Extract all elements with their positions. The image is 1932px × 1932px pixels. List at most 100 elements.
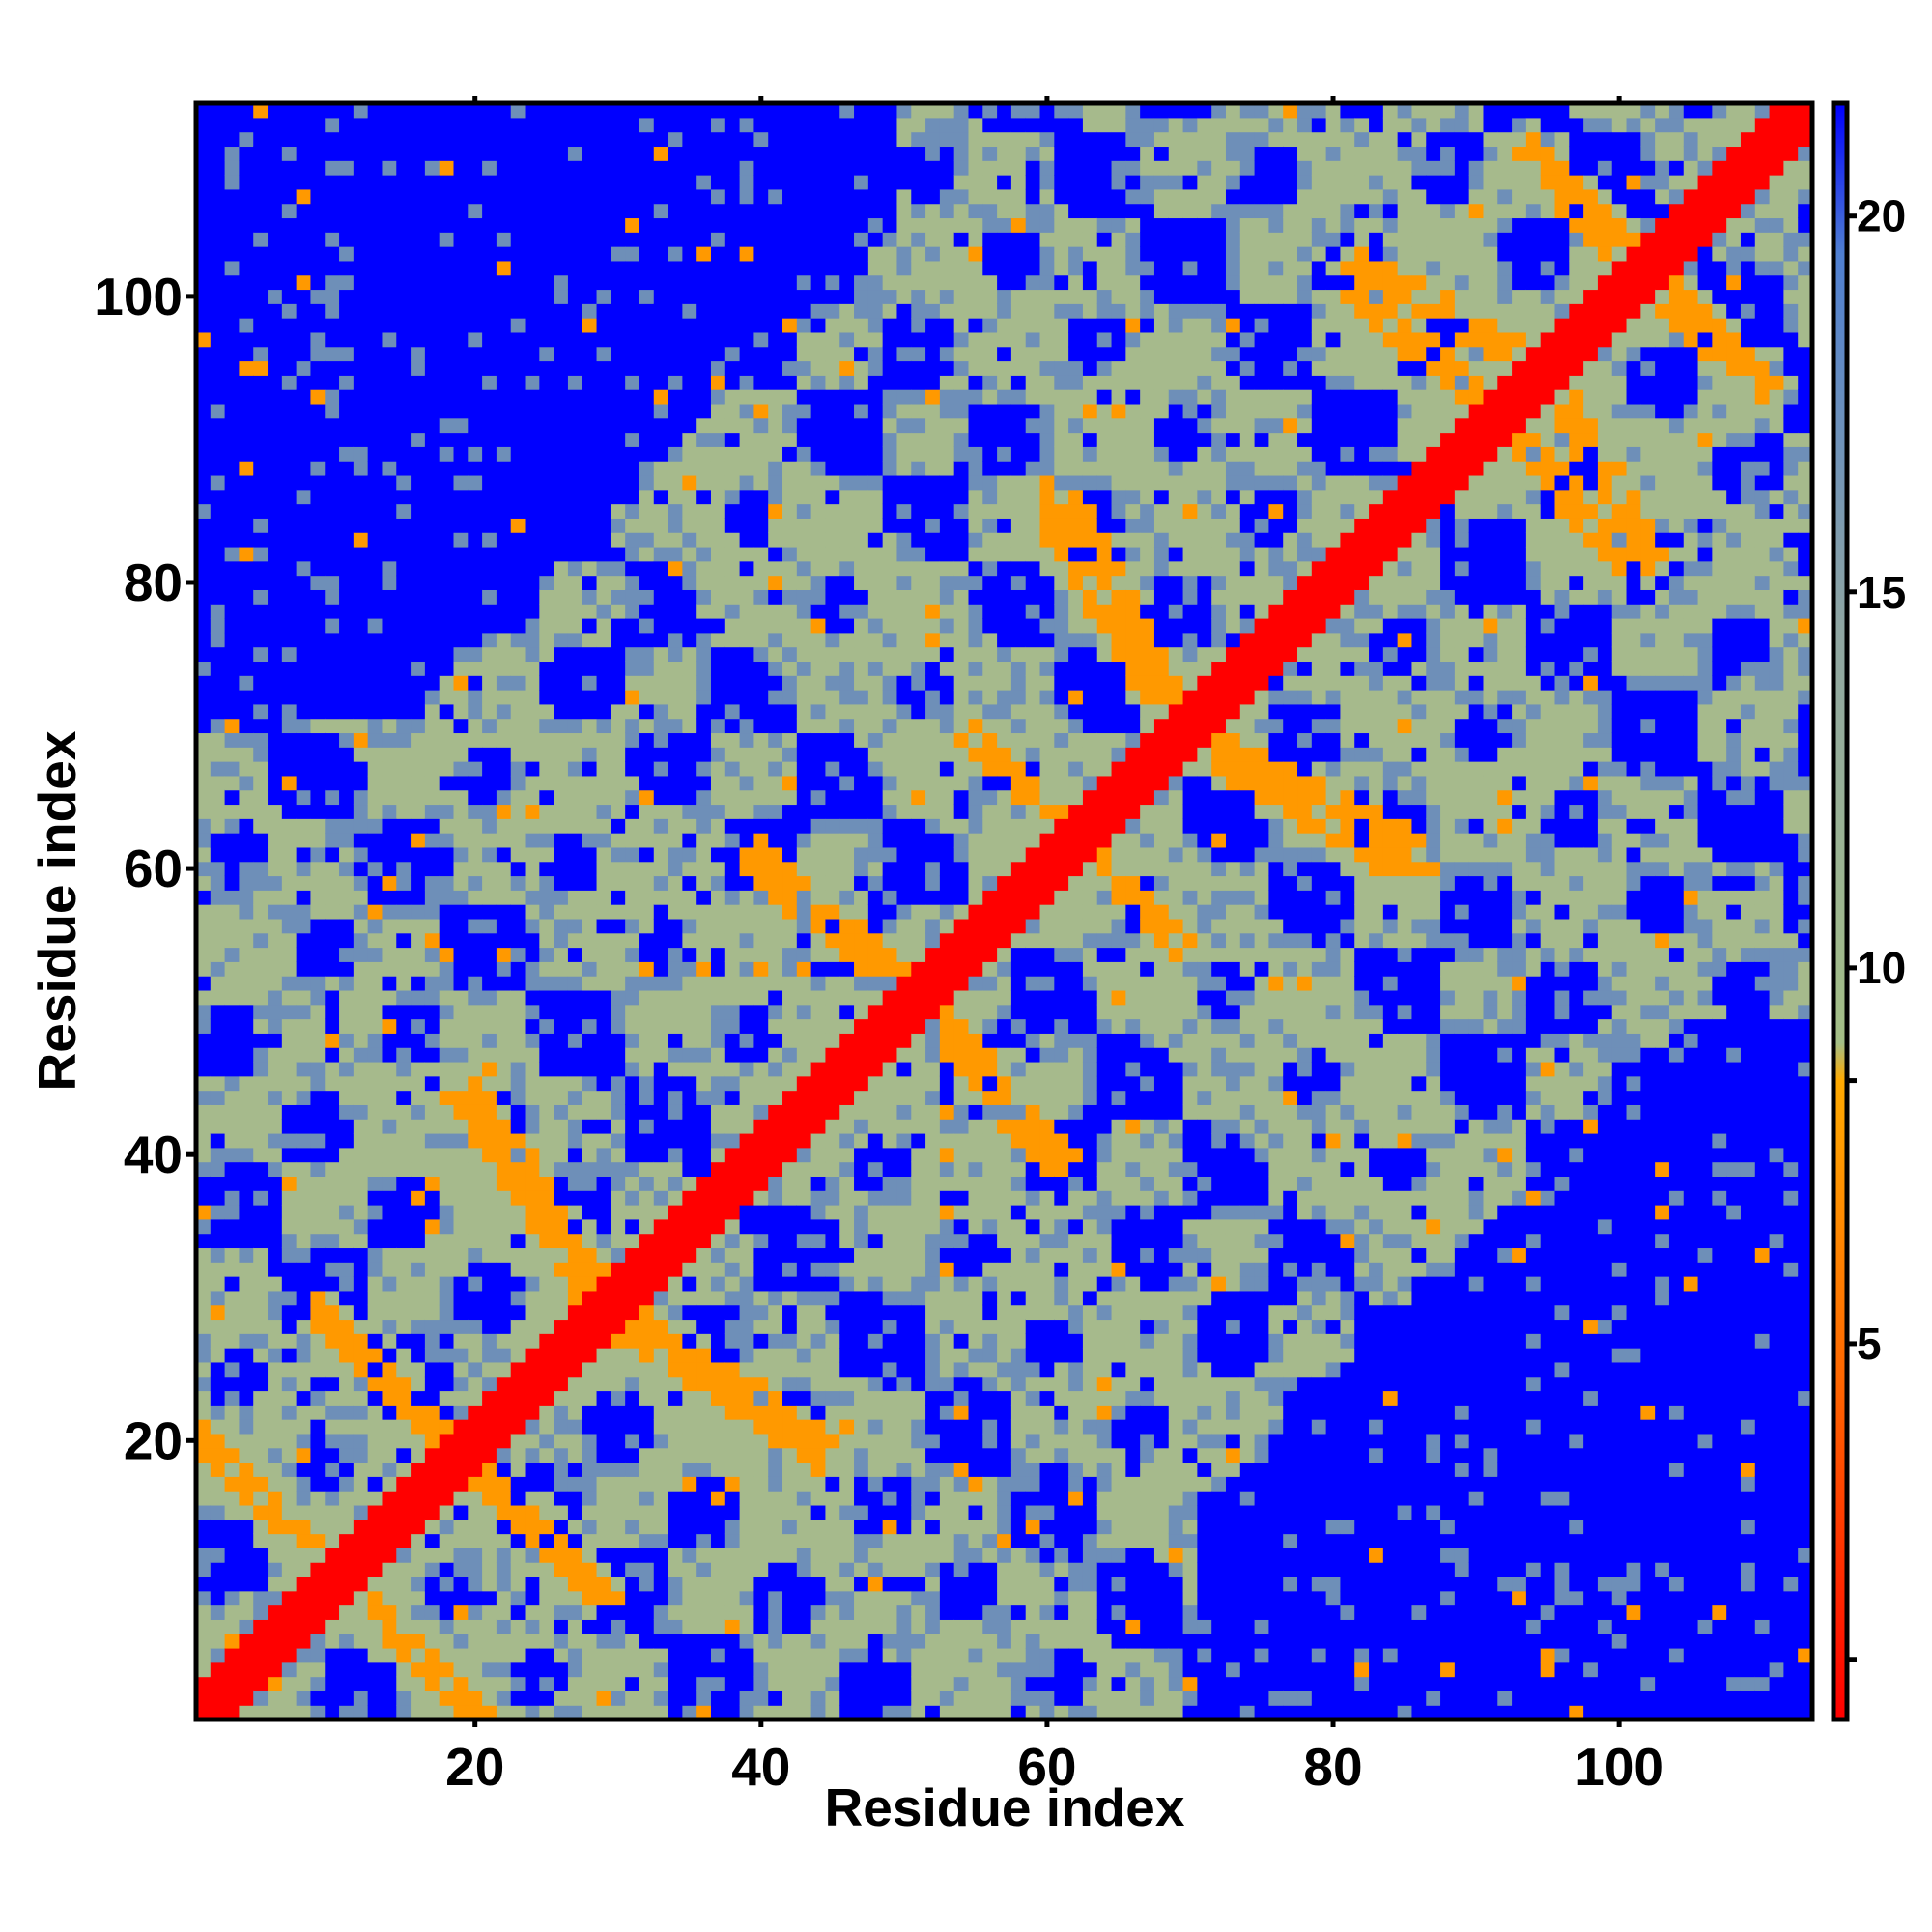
heatmap-cell: [339, 1519, 355, 1535]
heatmap-cell: [582, 747, 598, 762]
heatmap-cell: [796, 732, 812, 748]
heatmap-cell: [582, 1061, 598, 1077]
heatmap-cell: [496, 732, 512, 748]
heatmap-cell: [724, 1290, 741, 1306]
heatmap-cell: [668, 1319, 683, 1334]
heatmap-cell: [239, 589, 254, 605]
heatmap-cell: [196, 503, 212, 519]
heatmap-cell: [567, 976, 583, 991]
heatmap-cell: [525, 718, 540, 734]
heatmap-cell: [268, 818, 283, 834]
heatmap-cell: [482, 389, 497, 405]
heatmap-cell: [611, 1676, 626, 1691]
heatmap-cell: [582, 346, 598, 362]
heatmap-cell: [424, 274, 440, 291]
heatmap-cell: [653, 617, 669, 634]
heatmap-cell: [281, 560, 298, 577]
heatmap-cell: [696, 1348, 712, 1363]
heatmap-cell: [724, 989, 741, 1006]
heatmap-cell: [196, 1319, 212, 1334]
heatmap-cell: [796, 1390, 812, 1406]
heatmap-cell: [224, 703, 241, 720]
heatmap-cell: [210, 461, 226, 476]
heatmap-cell: [281, 1662, 298, 1678]
heatmap-cell: [353, 318, 369, 333]
heatmap-cell: [539, 775, 554, 791]
heatmap-cell: [739, 1476, 755, 1492]
heatmap-cell: [325, 331, 340, 348]
heatmap-cell: [525, 1033, 540, 1048]
heatmap-cell: [539, 961, 554, 977]
heatmap-cell: [510, 1419, 526, 1435]
heatmap-cell: [281, 274, 298, 291]
heatmap-cell: [310, 890, 326, 905]
heatmap-cell: [296, 833, 312, 848]
heatmap-cell: [582, 761, 598, 777]
heatmap-cell: [710, 1590, 726, 1606]
heatmap-cell: [724, 274, 741, 291]
heatmap-cell: [539, 274, 554, 291]
heatmap-cell: [782, 989, 798, 1006]
heatmap-cell: [253, 274, 269, 291]
heatmap-cell: [239, 861, 254, 877]
heatmap-cell: [239, 1161, 254, 1177]
heatmap-cell: [453, 403, 469, 419]
heatmap-cell: [296, 217, 312, 233]
heatmap-cell: [325, 1218, 340, 1235]
heatmap-cell: [567, 861, 583, 877]
heatmap-cell: [424, 1304, 440, 1321]
heatmap-cell: [782, 1033, 798, 1048]
heatmap-cell: [682, 1304, 697, 1321]
heatmap-cell: [554, 918, 569, 934]
heatmap-cell: [525, 804, 540, 819]
heatmap-cell: [810, 1047, 827, 1063]
heatmap-cell: [196, 1376, 212, 1392]
heatmap-cell: [525, 1348, 540, 1363]
heatmap-cell: [424, 675, 440, 691]
heatmap-cell: [625, 217, 640, 233]
heatmap-cell: [639, 632, 655, 648]
heatmap-cell: [682, 675, 697, 691]
heatmap-cell: [296, 1290, 312, 1306]
heatmap-cell: [382, 1662, 397, 1678]
heatmap-cell: [339, 1533, 355, 1548]
heatmap-cell: [268, 932, 283, 949]
heatmap-cell: [810, 188, 827, 205]
heatmap-cell: [268, 976, 283, 991]
heatmap-cell: [596, 1676, 611, 1691]
heatmap-cell: [453, 646, 469, 663]
heatmap-cell: [682, 947, 697, 962]
heatmap-cell: [724, 1218, 741, 1235]
heatmap-cell: [782, 360, 798, 376]
heatmap-cell: [682, 403, 697, 419]
heatmap-cell: [396, 346, 412, 362]
heatmap-cell: [339, 1205, 355, 1220]
heatmap-cell: [710, 1119, 726, 1134]
heatmap-cell: [696, 904, 712, 920]
heatmap-cell: [210, 589, 226, 605]
heatmap-cell: [424, 474, 440, 491]
heatmap-cell: [525, 1548, 540, 1563]
heatmap-cell: [554, 1333, 569, 1349]
heatmap-cell: [439, 1462, 455, 1477]
heatmap-cell: [796, 446, 812, 462]
heatmap-cell: [554, 532, 569, 548]
heatmap-cell: [639, 789, 655, 806]
heatmap-cell: [753, 1304, 769, 1321]
heatmap-cell: [367, 461, 384, 476]
heatmap-cell: [224, 989, 241, 1006]
heatmap-cell: [325, 690, 340, 705]
heatmap-cell: [625, 1147, 640, 1163]
heatmap-cell: [567, 560, 583, 577]
heatmap-cell: [625, 575, 640, 590]
heatmap-cell: [596, 989, 611, 1006]
heatmap-cell: [296, 131, 312, 148]
heatmap-cell: [810, 789, 827, 806]
heatmap-cell: [310, 103, 326, 119]
heatmap-cell: [468, 1590, 483, 1606]
heatmap-cell: [782, 775, 798, 791]
heatmap-cell: [567, 1433, 583, 1449]
heatmap-cell: [382, 1004, 397, 1020]
heatmap-cell: [682, 1018, 697, 1034]
heatmap-cell: [210, 1419, 226, 1435]
